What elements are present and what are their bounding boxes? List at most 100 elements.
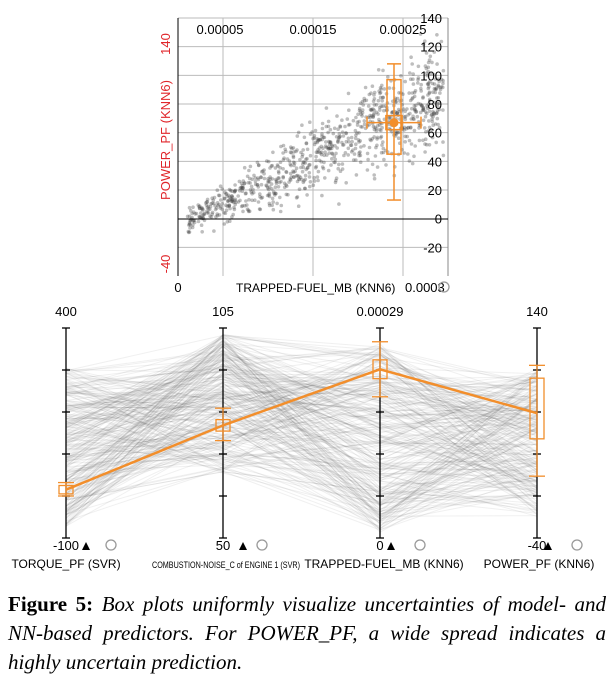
x-tick-bottom-0: 0 [174, 280, 181, 295]
scatter-point [376, 123, 380, 128]
pc-polyline [65, 398, 538, 528]
scatter-point [346, 91, 351, 96]
scatter-point [337, 135, 341, 140]
axis-toggle-icon[interactable] [414, 539, 426, 551]
scatter-point [340, 118, 344, 122]
pc-polyline [65, 370, 538, 479]
scatter-point [204, 201, 208, 205]
pc-polyline [65, 424, 538, 494]
scatter-point [314, 154, 318, 159]
scatter-point [317, 150, 321, 154]
pc-polyline [65, 385, 538, 513]
scatter-point [333, 144, 337, 148]
scatter-point [217, 213, 222, 217]
scatter-point [236, 200, 241, 204]
pc-polyline [65, 414, 538, 462]
scatter-point [270, 187, 274, 191]
scatter-point [247, 168, 251, 173]
scatter-point [277, 171, 281, 175]
scatter-point [315, 175, 320, 179]
scatter-point [418, 32, 423, 36]
scatter-point [395, 111, 400, 116]
scatter-point [435, 33, 439, 37]
scatter-point [233, 189, 237, 194]
scatter-point [424, 66, 429, 71]
x-tick-top-3: 0.00025 [380, 22, 427, 37]
scatter-point [360, 125, 365, 129]
scatter-point [323, 150, 327, 154]
pc-polyline [65, 385, 538, 525]
pc-polyline [65, 428, 538, 512]
scatter-point [358, 150, 362, 154]
pc-polyline [65, 357, 538, 479]
scatter-point [377, 89, 382, 93]
pc-polyline [65, 339, 538, 514]
scatter-point [246, 209, 251, 214]
scatter-point [425, 104, 429, 108]
scatter-point [407, 159, 412, 163]
sort-triangle-icon[interactable] [387, 542, 395, 550]
scatter-point [205, 209, 209, 213]
scatter-point [192, 210, 196, 214]
x-tick-top-2: 0.00015 [290, 22, 337, 37]
caption-text: Box plots uniformly visualize uncertaint… [8, 592, 607, 674]
scatter-point [233, 197, 238, 202]
scatter-point [335, 146, 340, 150]
sort-triangle-icon[interactable] [239, 542, 247, 550]
pc-polyline [65, 381, 538, 475]
scatter-point [432, 112, 436, 117]
scatter-point [327, 151, 332, 155]
pc-polyline [65, 392, 538, 444]
scatter-point [209, 202, 213, 206]
axis-toggle-icon[interactable] [571, 539, 583, 551]
scatter-point [328, 147, 332, 151]
scatter-point [382, 157, 386, 162]
pc-polyline [65, 353, 538, 417]
scatter-point [301, 160, 306, 164]
scatter-point [423, 110, 428, 114]
pc-polyline [65, 389, 538, 430]
scatter-point [306, 165, 310, 170]
scatter-point [208, 204, 213, 209]
scatter-point [396, 107, 401, 112]
scatter-point [318, 137, 322, 142]
scatter-point [312, 136, 317, 140]
scatter-point [403, 134, 408, 139]
scatter-point [358, 101, 363, 106]
pc-box-plots [58, 341, 545, 497]
scatter-point [378, 90, 383, 95]
pc-polyline [65, 406, 538, 507]
scatter-point [432, 73, 436, 77]
axis-toggle-icon[interactable] [105, 539, 117, 551]
axis-toggle-icon[interactable] [256, 539, 268, 551]
scatter-point [353, 136, 358, 141]
axis-toggle-icon[interactable] [438, 281, 450, 293]
y-ticks-right: 140 120 100 80 60 40 20 0 -20 [420, 11, 442, 255]
pc-polyline [65, 375, 538, 505]
scatter-point [323, 176, 327, 180]
scatter-point [241, 209, 245, 214]
scatter-point [377, 127, 382, 132]
pc-polyline [65, 386, 538, 524]
sort-triangle-icon[interactable] [82, 542, 90, 550]
pc-polyline [65, 373, 538, 494]
scatter-point [242, 165, 247, 170]
scatter-point [210, 196, 214, 200]
scatter-point [238, 186, 242, 190]
pc-polyline [65, 375, 538, 485]
scatter-point [437, 77, 441, 81]
scatter-point [429, 128, 434, 132]
pc-polyline [65, 347, 538, 414]
pc-polyline [65, 350, 538, 446]
scatter-point [233, 189, 237, 193]
scatter-point [371, 124, 376, 129]
scatter-point [430, 119, 435, 124]
scatter-point [351, 148, 355, 152]
scatter-point [343, 124, 347, 129]
pc-polyline [65, 353, 538, 467]
pc-polyline [65, 399, 538, 530]
sort-triangle-icon[interactable] [544, 542, 552, 550]
pc-polyline [65, 404, 538, 504]
pc-polyline [65, 382, 538, 515]
scatter-point [381, 146, 386, 151]
